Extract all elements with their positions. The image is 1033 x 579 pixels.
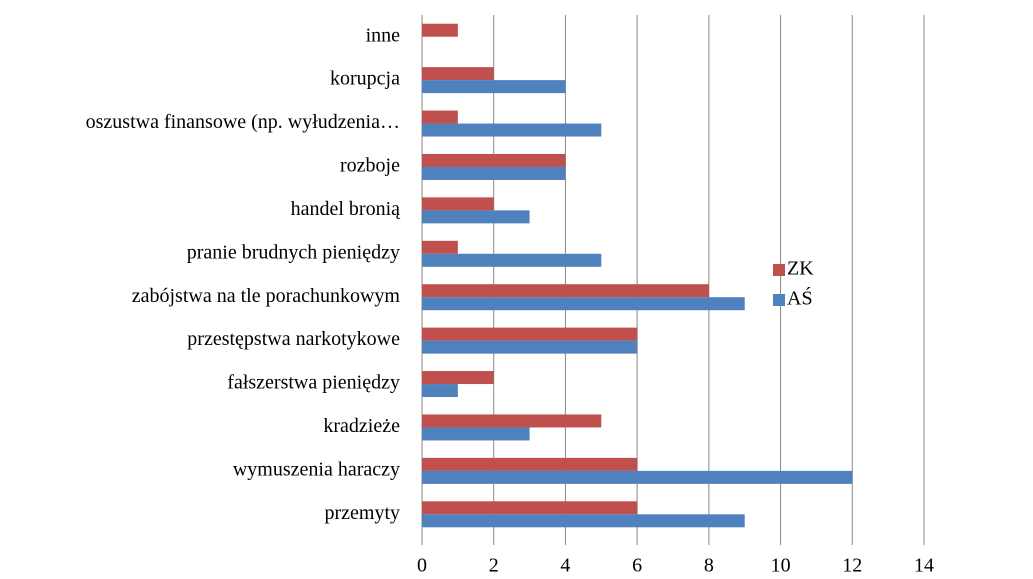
x-tick-label: 10 xyxy=(771,555,791,577)
bar xyxy=(422,253,602,267)
bar xyxy=(422,23,458,37)
y-tick-label: handel bronią xyxy=(291,198,402,220)
bar xyxy=(422,470,853,484)
bar xyxy=(422,240,458,254)
legend-swatch xyxy=(773,294,785,306)
bar xyxy=(422,210,530,224)
bar xyxy=(422,327,638,341)
y-tick-label: kradzieże xyxy=(323,415,400,437)
x-tick-label: 6 xyxy=(632,555,642,577)
bar xyxy=(422,514,745,528)
bar xyxy=(422,166,566,180)
x-tick-label: 14 xyxy=(914,555,934,577)
bar xyxy=(422,457,638,471)
bar xyxy=(422,371,494,385)
y-tick-label: pranie brudnych pieniędzy xyxy=(187,241,400,263)
y-tick-label: przestępstwa narkotykowe xyxy=(187,328,400,350)
y-tick-label: korupcja xyxy=(330,68,400,90)
y-tick-label: fałszerstwa pieniędzy xyxy=(227,372,400,394)
legend-swatch xyxy=(773,264,785,276)
bar xyxy=(422,123,602,137)
legend-label: AŚ xyxy=(787,286,813,310)
bar xyxy=(422,384,458,398)
bar xyxy=(422,110,458,124)
bar xyxy=(422,197,494,211)
x-tick-label: 2 xyxy=(489,555,499,577)
y-tick-label: oszustwa finansowe (np. wyłudzenia… xyxy=(86,111,400,133)
x-tick-label: 4 xyxy=(560,555,570,577)
x-tick-label: 12 xyxy=(842,555,862,577)
y-tick-label: zabójstwa na tle porachunkowym xyxy=(132,285,401,307)
bar xyxy=(422,501,638,515)
y-tick-label: wymuszenia haraczy xyxy=(233,458,400,480)
y-tick-label: inne xyxy=(366,24,401,46)
bar xyxy=(422,284,709,298)
y-tick-label: rozboje xyxy=(340,155,400,177)
bar xyxy=(422,340,638,354)
x-tick-label: 0 xyxy=(417,555,427,577)
bar xyxy=(422,80,566,94)
x-tick-label: 8 xyxy=(704,555,714,577)
y-tick-label: przemyty xyxy=(324,502,400,524)
bar xyxy=(422,153,566,167)
bar xyxy=(422,414,602,428)
bar xyxy=(422,67,494,81)
bar xyxy=(422,297,745,311)
bar xyxy=(422,427,530,441)
legend-label: ZK xyxy=(787,258,814,280)
